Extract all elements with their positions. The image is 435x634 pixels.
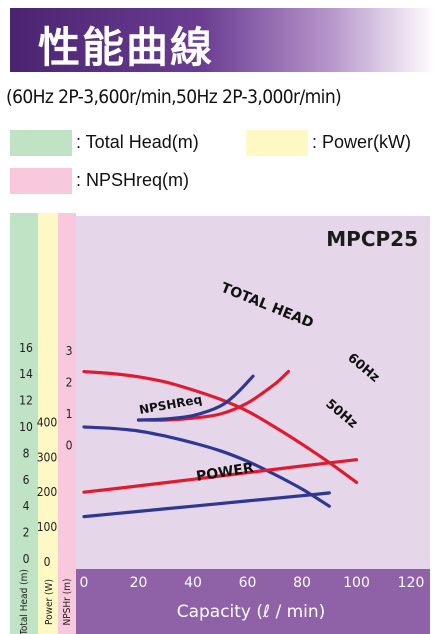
legend-label-power: : Power(kW) [312,132,411,152]
plot-area [76,216,430,569]
x-tick-label: 60 [239,575,257,591]
power-tick-label: 300 [37,450,58,464]
npshr-tick-label: 2 [66,376,73,390]
npshr-axis-title: NPSHr (m) [62,579,73,626]
power-50hz-line [82,491,331,519]
head-tick-label: 2 [23,526,30,540]
head-tick-label: 10 [19,420,33,434]
power-tick-label: 400 [37,415,58,429]
head-tick-label: 14 [19,367,33,381]
power-tick-label: 0 [44,555,51,569]
x-tick-label: 40 [184,575,202,591]
head-tick-label: 4 [23,499,30,513]
x-axis-band [76,569,430,634]
power-axis-column [38,213,58,634]
page-title: 性能曲線 [38,23,215,72]
x-tick-label: 0 [80,575,89,591]
head-tick-label: 6 [23,473,30,487]
legend-label-total-head: : Total Head(m) [76,132,199,152]
npshr-tick-label: 0 [66,439,73,453]
total-head-60hz-line [82,370,359,484]
legend-swatch-npshreq [10,168,72,194]
head-tick-label: 8 [23,446,30,460]
npshr-axis-column [58,213,76,634]
power-60hz-line [82,458,359,494]
x-tick-label: 80 [293,575,311,591]
head-axis-title: Total Head (m) [19,569,30,634]
head-tick-label: 12 [19,394,33,408]
x-axis-title: Capacity (ℓ / min) [177,602,326,622]
legend-swatch-total-head [10,130,72,156]
model-label: MPCP25 [326,227,418,251]
npshr-tick-label: 3 [66,344,73,358]
power-tick-label: 200 [37,485,58,499]
npshr-tick-label: 1 [66,407,73,421]
npshreq-50hz-line [136,374,255,422]
performance-chart: MPCP25161412108642040030020010003210Tota… [10,213,430,634]
legend-swatch-power [246,130,308,156]
head-tick-label: 0 [23,552,30,566]
title-banner: 性能曲線 [10,8,435,72]
total-head-axis-column [10,213,38,634]
x-tick-label: 120 [398,575,425,591]
legend-label-npshreq: : NPSHreq(m) [76,170,190,190]
x-tick-label: 100 [343,575,370,591]
x-tick-label: 20 [130,575,148,591]
speed-subtitle: (60Hz 2P-3,600r/min,50Hz 2P-3,000r/min) [6,86,342,108]
head-tick-label: 16 [19,341,33,355]
total-head-50hz-line [82,425,331,508]
power-tick-label: 100 [37,520,58,534]
power-axis-title: Power (W) [44,579,55,625]
